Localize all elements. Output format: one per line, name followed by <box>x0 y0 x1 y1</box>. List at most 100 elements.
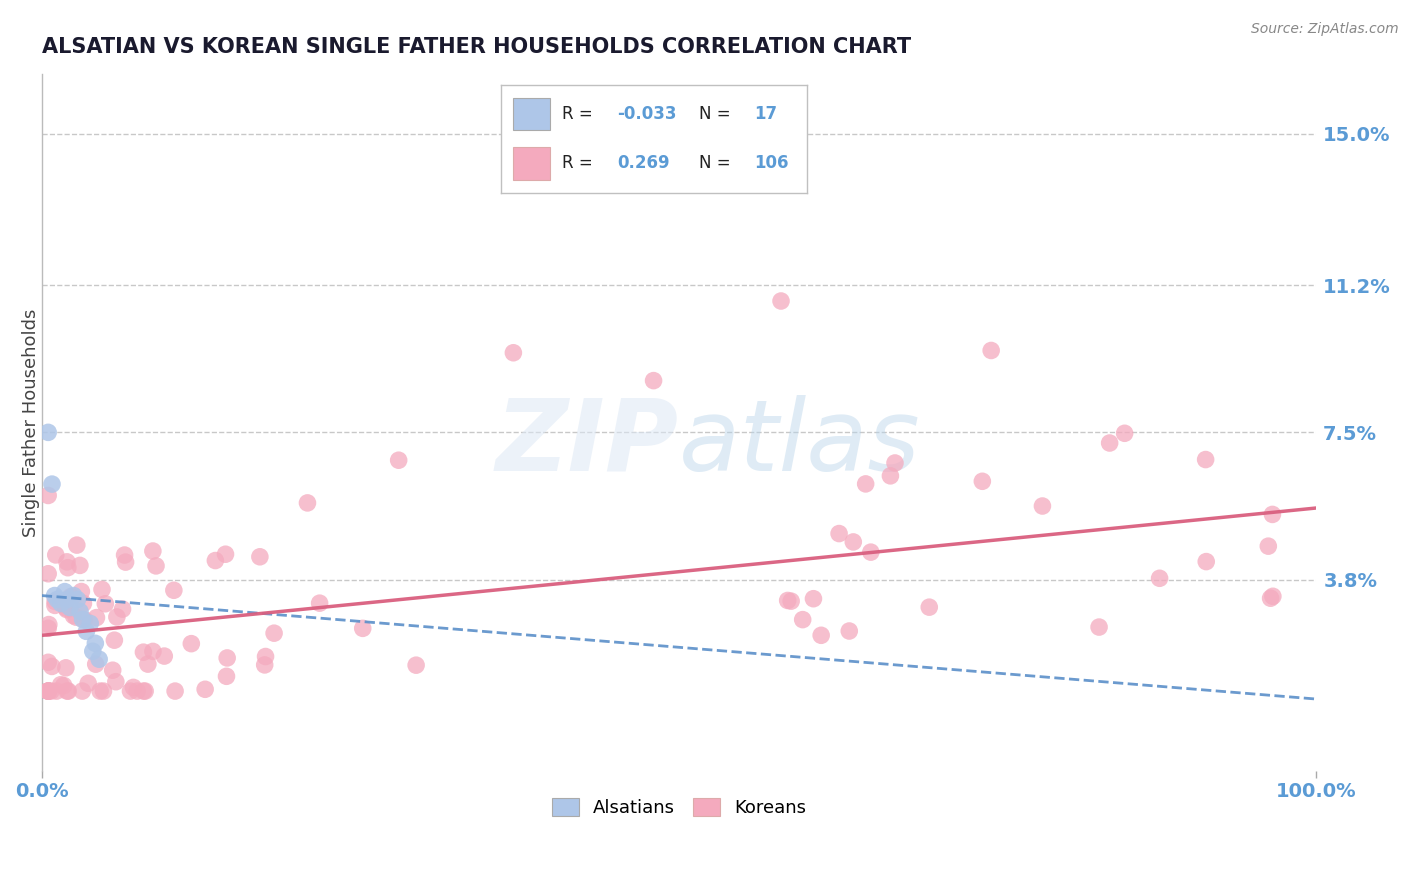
Point <box>44 594 66 608</box>
Point <box>1261 589 1284 603</box>
Point <box>55 601 77 615</box>
Point <box>127 684 149 698</box>
Point <box>142 544 165 558</box>
Point <box>1257 539 1279 553</box>
Point <box>38 617 60 632</box>
Point <box>46 592 69 607</box>
Point <box>308 596 330 610</box>
Point <box>838 624 860 638</box>
Point <box>41 477 63 491</box>
Point <box>215 669 238 683</box>
Point <box>91 582 114 597</box>
Point <box>89 684 111 698</box>
Text: Source: ZipAtlas.com: Source: ZipAtlas.com <box>1251 22 1399 37</box>
Point <box>55 661 77 675</box>
Point <box>66 592 89 607</box>
Point <box>53 598 76 612</box>
Text: ALSATIAN VS KOREAN SINGLE FATHER HOUSEHOLDS CORRELATION CHART: ALSATIAN VS KOREAN SINGLE FATHER HOUSEHO… <box>42 37 911 57</box>
Point <box>44 589 66 603</box>
Point <box>39 684 62 698</box>
Point <box>56 592 79 607</box>
Point <box>94 597 117 611</box>
Point <box>37 656 59 670</box>
Point <box>93 684 115 698</box>
Legend: Alsatians, Koreans: Alsatians, Koreans <box>544 790 814 824</box>
Point <box>388 453 411 467</box>
Point <box>134 684 156 698</box>
Point <box>37 566 59 581</box>
Point <box>120 684 142 698</box>
Point <box>86 610 108 624</box>
Point <box>972 475 994 489</box>
Point <box>41 659 63 673</box>
Point <box>132 684 155 698</box>
Point <box>89 652 111 666</box>
Y-axis label: Single Father Households: Single Father Households <box>21 309 39 537</box>
Point <box>194 682 217 697</box>
Point <box>70 584 93 599</box>
Point <box>1261 508 1284 522</box>
Point <box>132 645 155 659</box>
Point <box>1260 591 1282 606</box>
Point <box>1031 499 1053 513</box>
Point <box>122 681 145 695</box>
Point <box>56 560 79 574</box>
Point <box>249 549 271 564</box>
Point <box>253 657 276 672</box>
Point <box>37 425 59 440</box>
Point <box>842 535 865 549</box>
Point <box>49 597 72 611</box>
Point <box>84 657 107 672</box>
Point <box>103 633 125 648</box>
Point <box>163 583 186 598</box>
Point <box>58 684 80 698</box>
Point <box>75 624 97 639</box>
Point <box>254 649 277 664</box>
Point <box>1088 620 1111 634</box>
Point <box>52 679 75 693</box>
Point <box>828 526 851 541</box>
Point <box>263 626 285 640</box>
Point <box>879 468 901 483</box>
Point <box>980 343 1002 358</box>
Point <box>79 616 101 631</box>
Point <box>44 599 66 613</box>
Point <box>214 547 236 561</box>
Point <box>37 488 59 502</box>
Point <box>101 663 124 677</box>
Point <box>855 476 877 491</box>
Point <box>45 548 67 562</box>
Point <box>73 613 96 627</box>
Point <box>136 657 159 672</box>
Point <box>72 596 94 610</box>
Point <box>803 591 825 606</box>
Point <box>69 558 91 573</box>
Point <box>165 684 187 698</box>
Point <box>72 612 94 626</box>
Point <box>49 678 72 692</box>
Point <box>56 602 79 616</box>
Point <box>643 374 665 388</box>
Point <box>105 610 128 624</box>
Point <box>297 496 319 510</box>
Point <box>66 538 89 552</box>
Text: atlas: atlas <box>679 395 921 491</box>
Point <box>405 658 427 673</box>
Point <box>776 593 799 607</box>
Point <box>77 676 100 690</box>
Point <box>352 621 374 635</box>
Point <box>1149 571 1171 585</box>
Point <box>37 684 59 698</box>
Point <box>810 628 832 642</box>
Point <box>38 684 60 698</box>
Point <box>37 684 59 698</box>
Point <box>72 684 94 698</box>
Point <box>37 684 59 698</box>
Point <box>84 636 107 650</box>
Point <box>114 548 136 562</box>
Point <box>59 590 82 604</box>
Point <box>204 553 226 567</box>
Point <box>37 684 59 698</box>
Point <box>859 545 882 559</box>
Point <box>780 594 803 608</box>
